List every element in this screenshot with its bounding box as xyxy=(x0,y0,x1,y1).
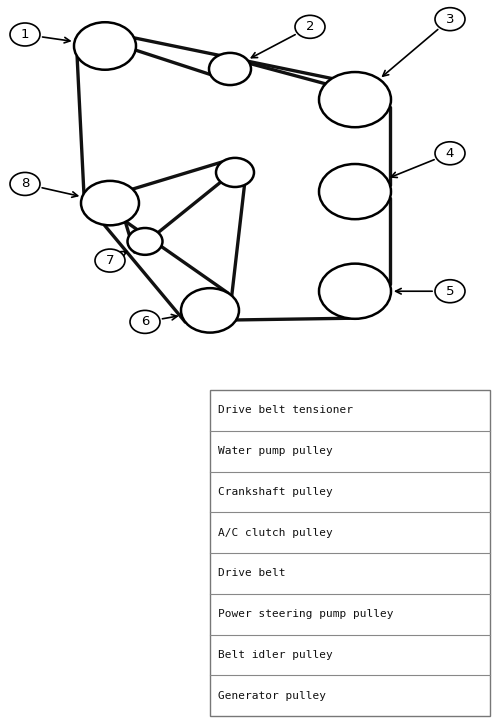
Text: 7: 7 xyxy=(106,254,114,267)
Circle shape xyxy=(319,72,391,127)
Text: 6: 6 xyxy=(141,315,149,328)
Circle shape xyxy=(181,288,239,333)
Text: A/C clutch pulley: A/C clutch pulley xyxy=(218,528,332,538)
Text: Drive belt tensioner: Drive belt tensioner xyxy=(218,406,352,416)
Circle shape xyxy=(319,164,391,219)
Circle shape xyxy=(319,264,391,319)
Text: Water pump pulley: Water pump pulley xyxy=(218,446,332,456)
Text: 8: 8 xyxy=(21,177,29,190)
Text: Crankshaft pulley: Crankshaft pulley xyxy=(218,487,332,497)
Circle shape xyxy=(10,173,40,195)
Circle shape xyxy=(81,181,139,226)
FancyBboxPatch shape xyxy=(210,390,490,716)
Circle shape xyxy=(128,228,162,254)
Circle shape xyxy=(295,15,325,38)
Circle shape xyxy=(95,249,125,272)
Circle shape xyxy=(74,22,136,69)
Text: 3: 3 xyxy=(446,13,454,25)
Circle shape xyxy=(435,142,465,165)
Circle shape xyxy=(10,23,40,46)
Text: Drive belt: Drive belt xyxy=(218,568,285,578)
Text: 5: 5 xyxy=(446,285,454,298)
Text: 2: 2 xyxy=(306,20,314,33)
Text: 1: 1 xyxy=(21,28,29,41)
Circle shape xyxy=(435,280,465,303)
Circle shape xyxy=(209,53,251,85)
Text: Belt idler pulley: Belt idler pulley xyxy=(218,650,332,660)
Circle shape xyxy=(130,310,160,333)
Text: Power steering pump pulley: Power steering pump pulley xyxy=(218,609,393,620)
Text: Generator pulley: Generator pulley xyxy=(218,690,326,701)
Text: 4: 4 xyxy=(446,147,454,160)
Circle shape xyxy=(435,8,465,30)
Circle shape xyxy=(216,158,254,187)
